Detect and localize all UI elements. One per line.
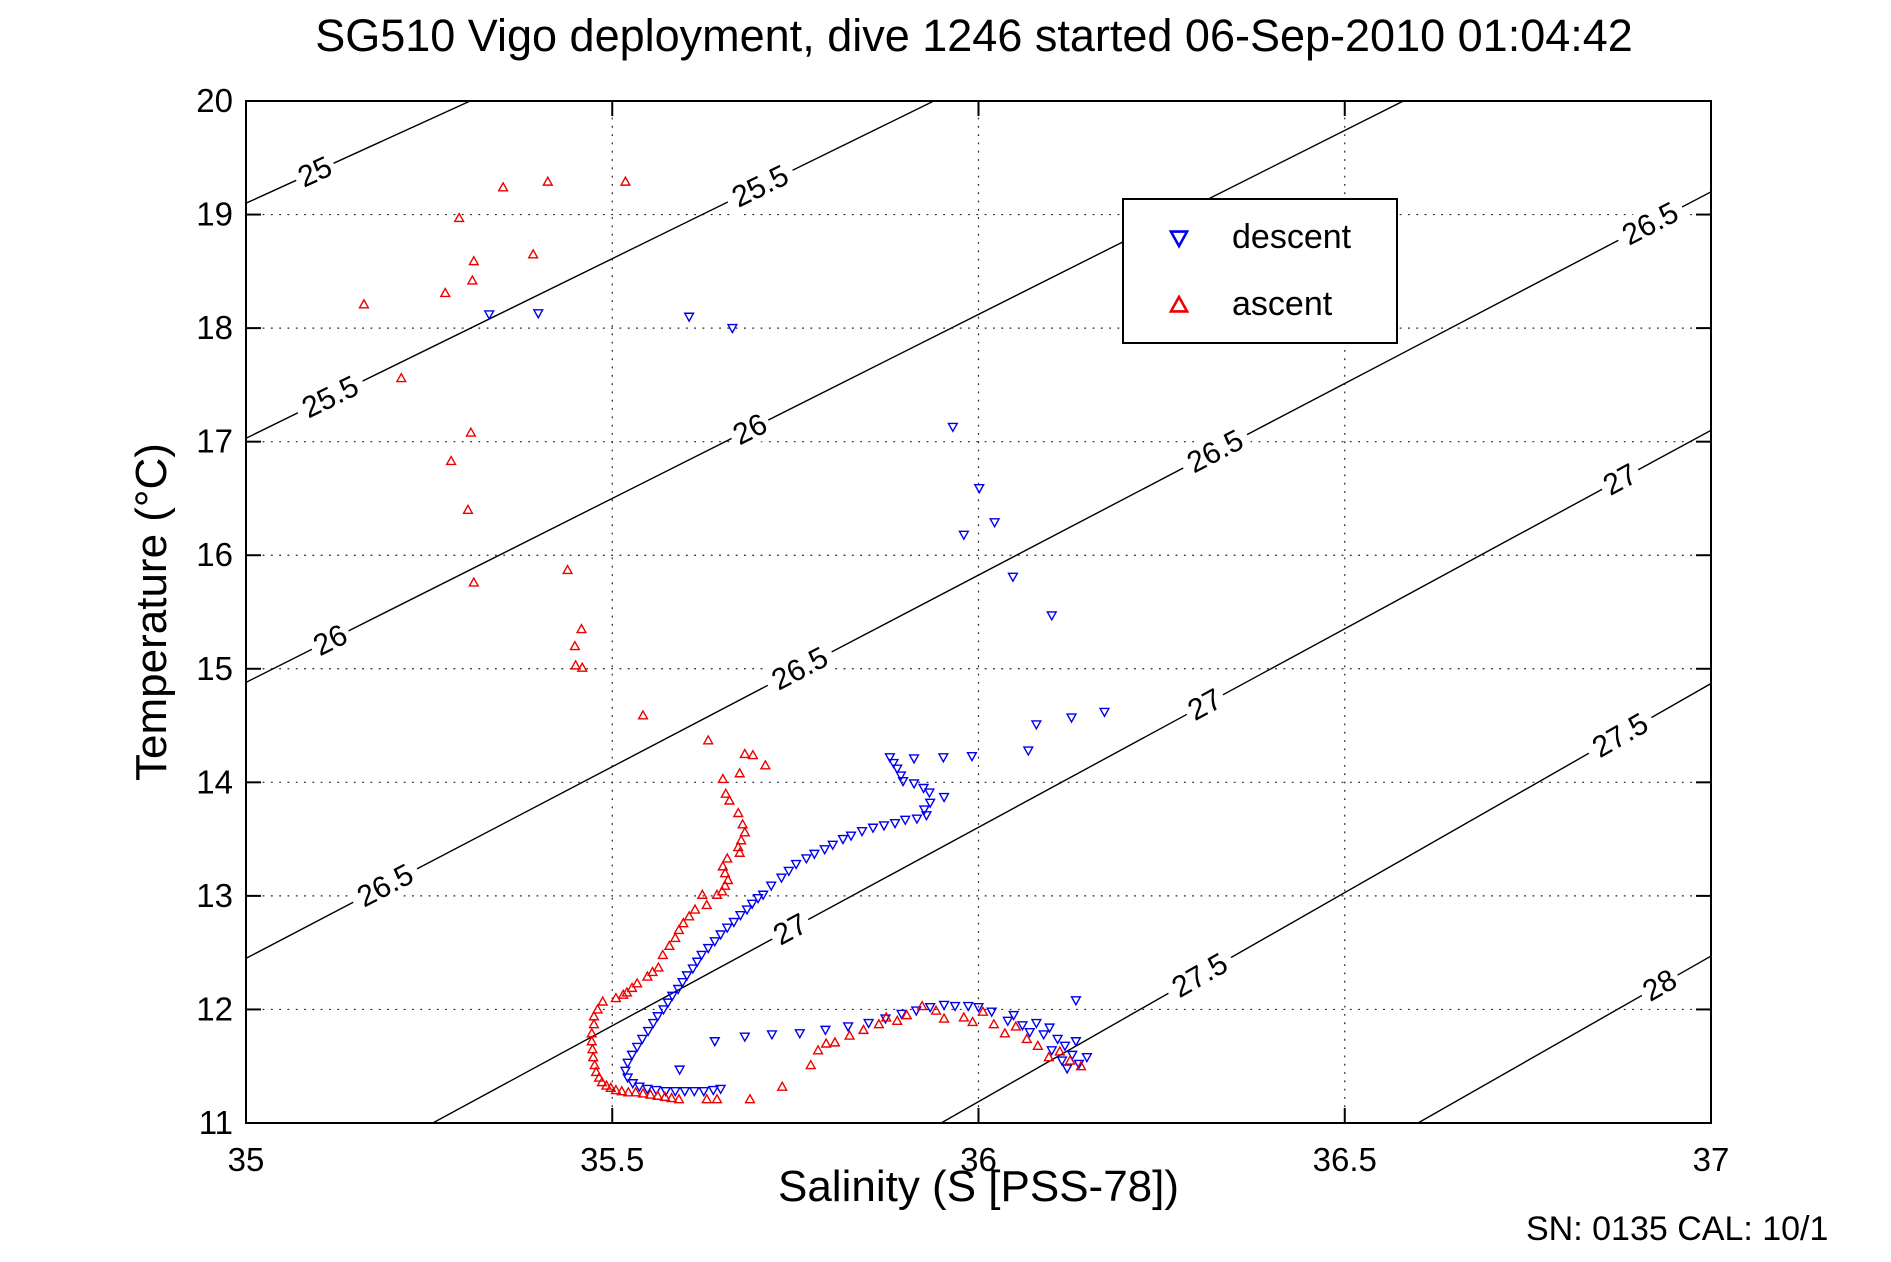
contour-label: 25: [289, 148, 341, 195]
y-tick-label: 20: [196, 82, 233, 119]
contour-label: 27: [1594, 455, 1646, 504]
svg-text:27: 27: [1183, 683, 1228, 728]
grid-lines: [245, 100, 1712, 1124]
legend-item-descent: descent: [1124, 218, 1396, 257]
x-tick-label: 35: [228, 1141, 265, 1178]
contour-label: 27.5: [1160, 943, 1239, 1008]
x-tick-label: 37: [1693, 1141, 1730, 1178]
x-tick-label: 36: [960, 1141, 997, 1178]
legend-label-descent: descent: [1232, 218, 1352, 256]
contour-label: 26.5: [1610, 192, 1690, 255]
y-tick-label: 13: [196, 877, 233, 914]
tick-marks: [245, 100, 1712, 1124]
contour-label: 26.5: [345, 854, 425, 917]
y-tick-label: 18: [196, 309, 233, 346]
contour-labels: 25 25.5 25.5 26 26 26.5 26.5 26.5 26.5 27 27 27 27.5…: [289, 148, 1690, 1010]
contour-label: 26.5: [760, 637, 840, 700]
svg-text:27: 27: [768, 907, 813, 952]
triangle-down-icon: [1168, 227, 1190, 249]
x-axis-label: Salinity (S [PSS-78]): [777, 1162, 1180, 1211]
triangle-up-icon: [1168, 293, 1190, 316]
axes-box: [245, 100, 1712, 1124]
svg-text:28: 28: [1637, 963, 1682, 1008]
svg-text:26: 26: [308, 618, 353, 662]
svg-text:26: 26: [728, 407, 773, 451]
y-tick-label: 17: [196, 423, 233, 460]
contour-label: 26.5: [1175, 420, 1255, 483]
legend: descent ascent: [1122, 198, 1398, 344]
contour-label: 27: [1179, 680, 1231, 729]
tick-labels: 35 35.5 36 36.5 37 11 12 13 14 15 16 17 18 19 20: [196, 82, 1729, 1178]
density-contours: [246, 101, 1711, 1123]
contour-label: 25.5: [290, 366, 370, 428]
contour-label: 27: [764, 905, 816, 954]
y-tick-label: 19: [196, 196, 233, 233]
legend-label-ascent: ascent: [1232, 285, 1333, 323]
y-tick-label: 14: [196, 763, 233, 800]
x-tick-label: 35.5: [580, 1141, 644, 1178]
contour-label: 27.5: [1580, 703, 1660, 768]
ascent-series: [358, 175, 1087, 1104]
y-tick-label: 16: [196, 536, 233, 573]
contour-label: 26: [304, 616, 356, 664]
legend-item-ascent: ascent: [1124, 285, 1396, 324]
svg-text:27: 27: [1598, 458, 1643, 503]
contour-label: 28: [1633, 961, 1686, 1010]
x-tick-label: 36.5: [1313, 1141, 1377, 1178]
y-tick-label: 12: [196, 990, 233, 1027]
y-tick-label: 15: [196, 650, 233, 687]
contour-label: 26: [724, 405, 776, 453]
descent-series: [483, 309, 1111, 1098]
y-tick-label: 11: [199, 1104, 233, 1141]
contour-label: 25.5: [720, 155, 800, 217]
chart-title: SG510 Vigo deployment, dive 1246 started…: [315, 10, 1633, 61]
serial-calibration-note: SN: 0135 CAL: 10/1: [1526, 1210, 1829, 1248]
